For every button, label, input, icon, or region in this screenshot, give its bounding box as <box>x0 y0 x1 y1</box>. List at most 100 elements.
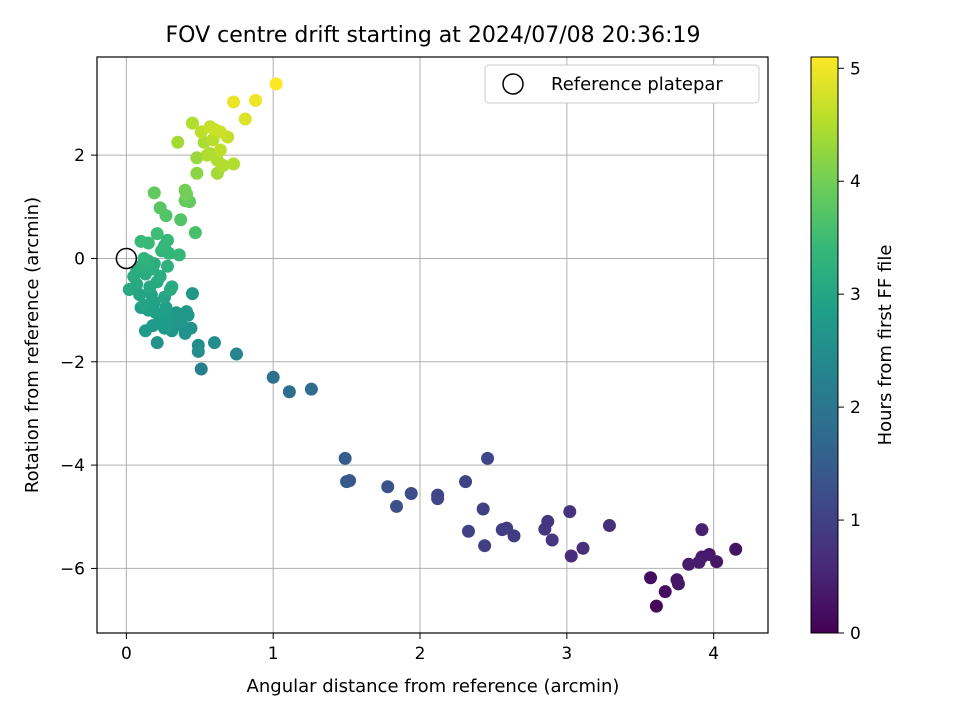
data-point <box>213 125 227 139</box>
data-point <box>538 522 552 536</box>
legend-box <box>484 64 760 104</box>
data-point <box>133 288 147 302</box>
data-point <box>160 259 174 273</box>
data-point <box>207 336 221 350</box>
data-point <box>238 112 252 126</box>
data-point <box>269 77 283 91</box>
data-point <box>137 251 151 265</box>
data-point <box>159 301 173 315</box>
data-point <box>658 585 672 599</box>
data-point <box>545 533 559 547</box>
legend: Reference platepar <box>484 64 760 104</box>
data-point <box>180 187 194 201</box>
data-point <box>564 549 578 563</box>
data-point <box>249 93 263 107</box>
data-point <box>191 344 205 358</box>
colorbar-tick-label: 1 <box>850 511 861 531</box>
x-tick-label: 0 <box>121 644 132 664</box>
data-point <box>216 158 230 172</box>
data-point <box>282 385 296 399</box>
data-point <box>147 186 161 200</box>
data-point <box>338 451 352 465</box>
data-point <box>122 282 136 296</box>
colorbar-tick-label: 4 <box>850 172 861 192</box>
data-point <box>227 95 241 109</box>
data-point <box>381 480 395 494</box>
data-point <box>682 557 696 571</box>
data-point <box>185 287 199 301</box>
y-axis-ticks: −6 −4 −2 0 2 <box>60 146 97 579</box>
reference-marker <box>115 247 138 270</box>
data-point <box>481 451 495 465</box>
data-point <box>158 239 172 253</box>
data-point <box>153 201 167 215</box>
data-point <box>229 347 243 361</box>
y-tick-label: −4 <box>60 456 85 476</box>
data-point <box>174 213 188 227</box>
data-point <box>141 236 155 250</box>
data-point <box>692 555 706 569</box>
data-point <box>459 475 473 489</box>
colorbar-tick-label: 5 <box>850 59 861 79</box>
data-point <box>729 542 743 556</box>
data-point <box>476 502 490 516</box>
data-point <box>576 541 590 555</box>
colorbar-label: Hours from first FF file <box>875 245 896 446</box>
x-tick-label: 3 <box>561 644 572 664</box>
data-point <box>431 492 445 506</box>
colorbar-ticks: 0 1 2 3 4 5 <box>838 59 861 644</box>
data-point <box>188 226 202 240</box>
data-point <box>649 599 663 613</box>
y-tick-label: 0 <box>74 249 85 269</box>
data-point <box>150 227 164 241</box>
data-point <box>150 336 164 350</box>
data-point <box>404 487 418 501</box>
data-point <box>266 370 280 384</box>
x-tick-label: 1 <box>268 644 279 664</box>
x-axis-ticks: 0 1 2 3 4 <box>121 633 719 664</box>
data-point <box>137 298 151 312</box>
data-points <box>122 77 743 613</box>
data-point <box>194 362 208 376</box>
x-tick-label: 2 <box>415 644 426 664</box>
data-point <box>390 499 404 513</box>
data-point <box>495 523 509 537</box>
grid <box>97 57 768 633</box>
data-point <box>172 248 186 262</box>
data-point <box>461 524 475 538</box>
data-point <box>185 116 199 130</box>
data-point <box>190 151 204 165</box>
data-point <box>138 324 152 338</box>
data-point <box>563 505 577 519</box>
data-point <box>171 135 185 149</box>
data-point <box>190 166 204 180</box>
data-point <box>602 519 616 533</box>
y-tick-label: 2 <box>74 146 85 166</box>
colorbar <box>810 56 839 634</box>
data-point <box>644 571 658 585</box>
legend-marker <box>502 73 524 95</box>
data-point <box>200 148 214 162</box>
data-point <box>180 305 194 319</box>
colorbar-tick-label: 2 <box>850 398 861 418</box>
y-axis-label: Rotation from reference (arcmin) <box>22 197 43 493</box>
x-tick-label: 4 <box>708 644 719 664</box>
colorbar-tick-label: 3 <box>850 285 861 305</box>
data-point <box>478 539 492 553</box>
y-tick-label: −6 <box>60 559 85 579</box>
data-point <box>165 280 179 294</box>
chart-title: FOV centre drift starting at 2024/07/08 … <box>166 23 701 48</box>
colorbar-tick-label: 0 <box>850 624 861 644</box>
data-point <box>304 382 318 396</box>
legend-label: Reference platepar <box>551 74 723 95</box>
data-point <box>213 143 227 157</box>
data-point <box>695 523 709 537</box>
data-point <box>340 475 354 489</box>
plot-frame <box>96 56 769 634</box>
y-tick-label: −2 <box>60 353 85 373</box>
data-point <box>227 157 241 171</box>
data-point <box>671 577 685 591</box>
x-axis-label: Angular distance from reference (arcmin) <box>247 676 620 697</box>
